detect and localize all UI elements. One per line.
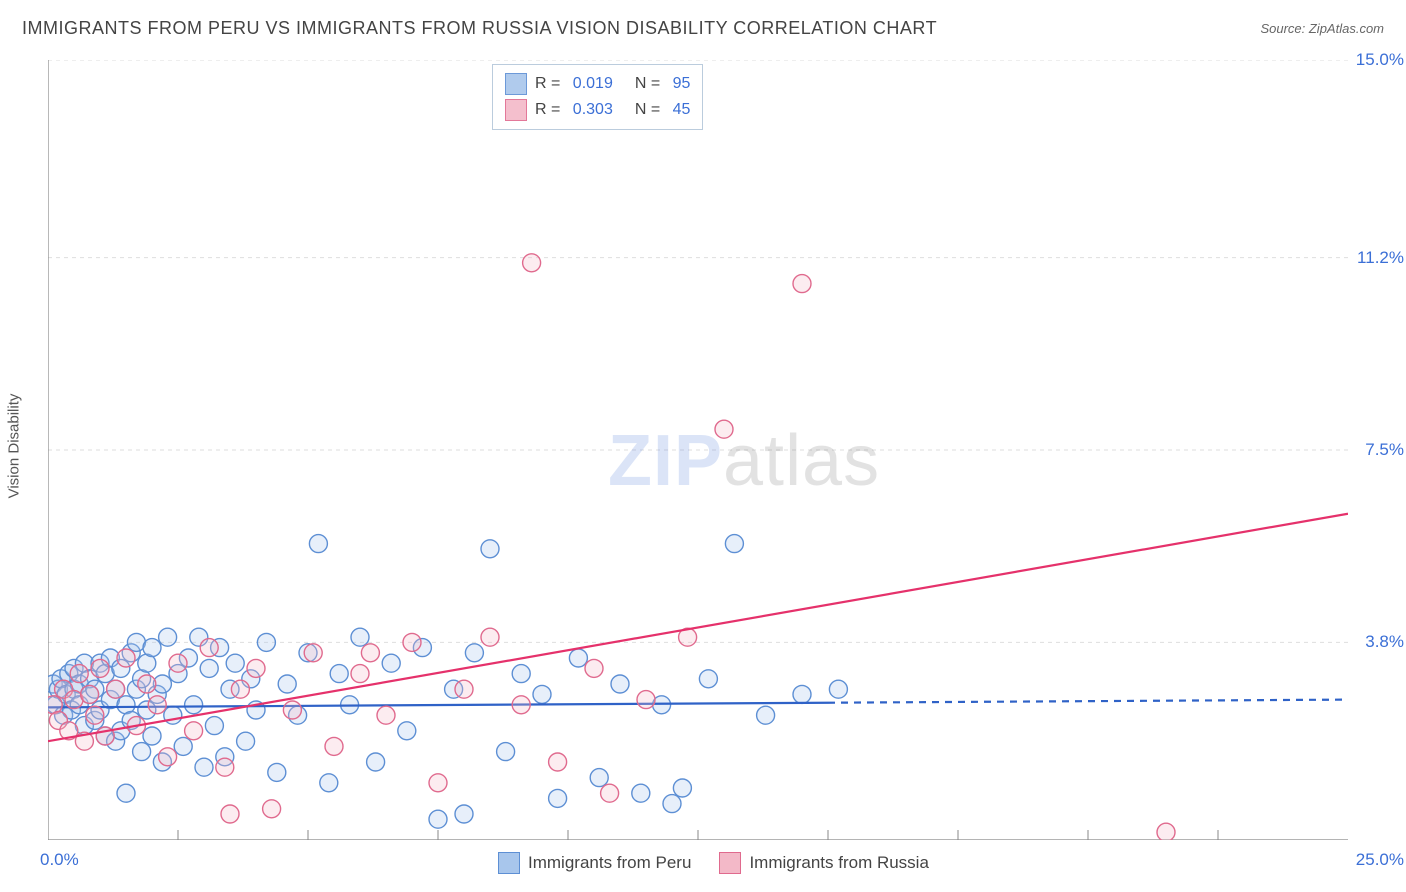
chart-title: IMMIGRANTS FROM PERU VS IMMIGRANTS FROM … [22,18,937,39]
legend-swatch [505,99,527,121]
legend-correlation-row: R = 0.303 N = 45 [505,97,690,123]
y-axis-label: Vision Disability [6,394,23,499]
legend-n-value: 95 [673,75,691,93]
legend-series-item: Immigrants from Peru [498,852,691,874]
legend-r-label: R = [535,101,565,119]
legend-r-label: R = [535,75,565,93]
x-axis-tick-label: 25.0% [1356,850,1404,870]
legend-swatch [498,852,520,874]
legend-swatch [719,852,741,874]
chart-area: ZIPatlas R = 0.019 N = 95 R = 0.303 N = … [48,60,1348,840]
y-axis-tick-label: 15.0% [1356,50,1404,70]
legend-r-value: 0.019 [573,75,613,93]
chart-header: IMMIGRANTS FROM PERU VS IMMIGRANTS FROM … [0,0,1406,49]
y-axis-tick-label: 7.5% [1365,440,1404,460]
legend-correlation-row: R = 0.019 N = 95 [505,71,690,97]
legend-swatch [505,73,527,95]
legend-n-value: 45 [673,101,691,119]
legend-series: Immigrants from Peru Immigrants from Russ… [498,852,929,874]
legend-correlation: R = 0.019 N = 95 R = 0.303 N = 45 [492,64,703,130]
y-axis-tick-label: 11.2% [1357,248,1404,268]
legend-n-label: N = [635,75,665,93]
legend-series-item: Immigrants from Russia [719,852,928,874]
legend-n-label: N = [635,101,665,119]
scatter-plot [48,60,1348,840]
legend-series-label: Immigrants from Peru [528,853,691,873]
legend-series-label: Immigrants from Russia [749,853,928,873]
x-axis-tick-label: 0.0% [40,850,79,870]
legend-r-value: 0.303 [573,101,613,119]
y-axis-tick-label: 3.8% [1365,632,1404,652]
source-attribution: Source: ZipAtlas.com [1260,21,1384,36]
